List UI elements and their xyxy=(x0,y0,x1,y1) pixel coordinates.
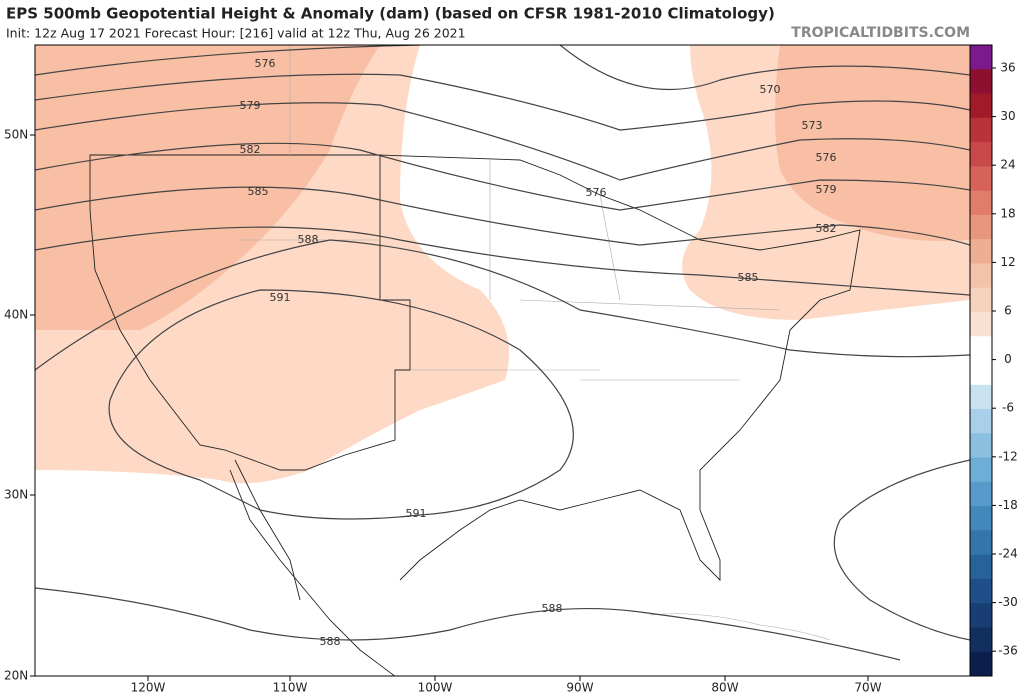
lon-label: 110W xyxy=(273,681,308,695)
contour-label: 573 xyxy=(802,119,823,132)
contour-label: 588 xyxy=(298,233,319,246)
colorbar-swatch xyxy=(970,69,992,95)
contour-label: 579 xyxy=(240,99,261,112)
contour-label: 579 xyxy=(816,183,837,196)
contour-label: 576 xyxy=(255,57,276,70)
lat-label: 40N xyxy=(4,308,28,322)
contour xyxy=(35,102,970,181)
colorbar-swatch xyxy=(970,311,992,337)
contour-label: 576 xyxy=(586,186,607,199)
contour-label: 588 xyxy=(542,602,563,615)
coastline xyxy=(379,154,861,582)
lon-label: 90W xyxy=(566,681,593,695)
contour-label: 585 xyxy=(248,185,269,198)
colorbar-swatch xyxy=(970,336,992,361)
title: EPS 500mb Geopotential Height & Anomaly … xyxy=(6,5,775,23)
colorbar-swatch xyxy=(970,384,992,410)
colorbar-label: -30 xyxy=(998,595,1018,609)
colorbar-swatch xyxy=(970,627,992,653)
colorbar-label: 30 xyxy=(1000,109,1015,123)
lon-label: 80W xyxy=(711,681,738,695)
cuba xyxy=(649,613,831,641)
colorbar-swatch xyxy=(970,578,992,604)
colorbar-label: 12 xyxy=(1000,255,1015,269)
colorbar-swatch xyxy=(970,651,992,677)
source: TROPICALTIDBITS.COM xyxy=(791,25,970,41)
contour-label: 585 xyxy=(738,271,759,284)
colorbar-swatch xyxy=(970,481,992,507)
contour-label: 582 xyxy=(816,222,837,235)
contour-label: 582 xyxy=(240,143,261,156)
colorbar-swatch xyxy=(970,409,992,434)
contour-label: 591 xyxy=(270,291,291,304)
colorbar-swatch xyxy=(970,433,992,459)
colorbar-swatch xyxy=(970,166,992,192)
contour xyxy=(35,226,970,296)
colorbar-swatch xyxy=(970,239,992,264)
contour-label: 576 xyxy=(816,151,837,164)
contour xyxy=(35,587,901,661)
colorbar-frame xyxy=(969,44,993,677)
colorbar-swatch xyxy=(970,554,992,580)
colorbar-swatch xyxy=(970,117,992,143)
colorbar-swatch xyxy=(970,506,992,531)
colorbar-label: -24 xyxy=(998,547,1018,561)
colorbar-label: 24 xyxy=(1000,158,1015,172)
colorbar-label: -18 xyxy=(998,498,1018,512)
anomaly-mid xyxy=(775,45,970,241)
colorbar-swatch xyxy=(970,93,992,119)
colorbar-label: 18 xyxy=(1000,206,1015,220)
colorbar-label: -12 xyxy=(998,449,1018,463)
colorbar: 36 30 24 18 12 6 0 -6 -12 -18 -24 -30 -36 xyxy=(969,44,1018,677)
colorbar-swatch xyxy=(970,190,992,216)
anomaly-mid xyxy=(35,45,380,330)
lon-label: 120W xyxy=(131,681,166,695)
map xyxy=(34,44,971,677)
contour xyxy=(833,459,970,641)
coastline xyxy=(89,154,411,471)
contour-label: 570 xyxy=(760,83,781,96)
colorbar-swatch xyxy=(970,45,992,70)
colorbar-swatch xyxy=(970,530,992,556)
colorbar-label: -6 xyxy=(1002,401,1014,415)
lat-label: 20N xyxy=(4,669,28,683)
colorbar-label: -36 xyxy=(998,644,1018,658)
lat-label: 30N xyxy=(4,488,28,502)
contour-label: 591 xyxy=(406,507,427,520)
contour xyxy=(108,289,574,520)
colorbar-label: 0 xyxy=(1004,352,1012,366)
lon-label: 70W xyxy=(854,681,881,695)
state-lines xyxy=(240,45,781,381)
contour xyxy=(35,186,970,246)
colorbar-swatch xyxy=(970,360,992,386)
coastline xyxy=(229,459,396,676)
colorbar-swatch xyxy=(970,214,992,240)
subtitle: Init: 12z Aug 17 2021 Forecast Hour: [21… xyxy=(6,26,466,41)
colorbar-swatch xyxy=(970,603,992,628)
lat-label: 50N xyxy=(4,128,28,142)
colorbar-swatch xyxy=(970,287,992,313)
colorbar-label: 36 xyxy=(1000,61,1015,75)
colorbar-swatch xyxy=(970,142,992,167)
colorbar-swatch xyxy=(970,263,992,289)
contour xyxy=(35,73,970,131)
colorbar-label: 6 xyxy=(1004,304,1012,318)
contour xyxy=(35,142,970,211)
contour xyxy=(35,239,970,371)
contour-label: 588 xyxy=(320,635,341,648)
contour xyxy=(35,45,970,90)
colorbar-swatch xyxy=(970,457,992,483)
lon-label: 100W xyxy=(418,681,453,695)
